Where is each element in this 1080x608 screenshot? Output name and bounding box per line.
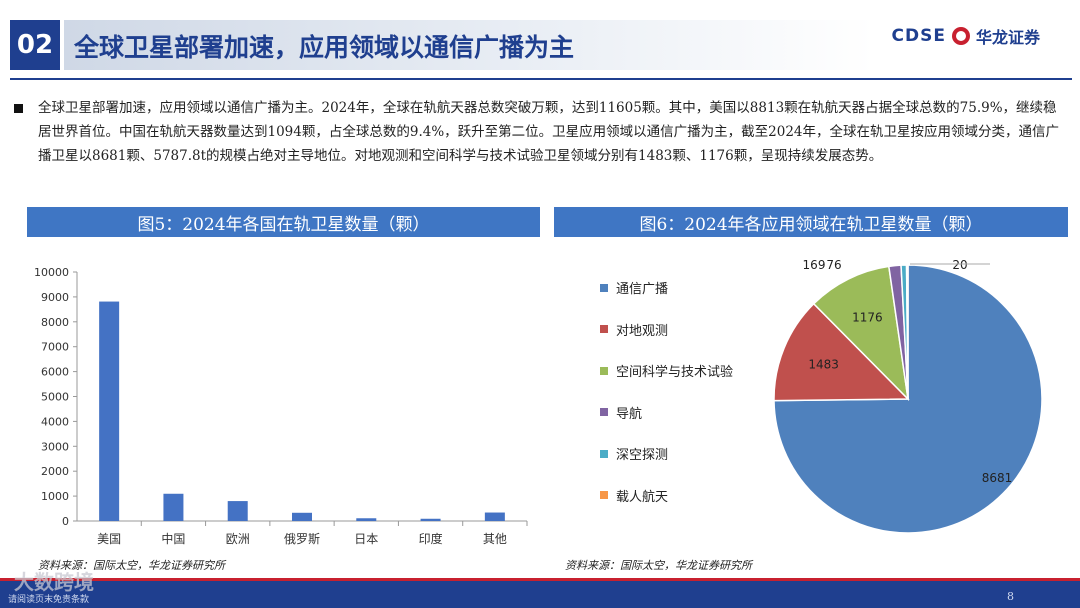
pie-data-label: 20 — [952, 258, 967, 272]
header-divider — [10, 78, 1072, 80]
logo-en-text: CDSE — [891, 26, 946, 46]
footer-disclaimer: 请阅读页末免责条款 — [8, 595, 90, 605]
pie-data-label: 1483 — [808, 357, 839, 371]
y-tick-label: 0 — [62, 515, 69, 528]
company-logo: CDSE 华龙证券 — [892, 24, 1040, 48]
footer-accent-line — [0, 578, 1080, 581]
section-number: 02 — [10, 20, 60, 70]
legend-item: 通信广播 — [600, 278, 668, 297]
pie-data-label: 76 — [826, 258, 841, 272]
y-tick-label: 6000 — [41, 366, 69, 379]
logo-cn-text: 华龙证券 — [975, 28, 1040, 47]
watermark: 大数跨境 — [14, 570, 94, 594]
bar-6 — [484, 512, 505, 521]
y-tick-label: 8000 — [41, 316, 69, 329]
figure6-title: 图6：2024年各应用领域在轨卫星数量（颗） — [554, 207, 1068, 237]
x-tick-label: 美国 — [97, 532, 121, 546]
pie-slice-1 — [773, 302, 910, 402]
y-tick-label: 1000 — [41, 490, 69, 503]
title-bar — [64, 20, 874, 70]
legend-swatch — [600, 491, 608, 499]
legend-swatch — [600, 366, 608, 375]
bar-chart: 0 1000 2000 3000 4000 5000 6000 7000 8000 9000 100… — [34, 266, 528, 546]
bar-0 — [99, 301, 120, 521]
legend-label: 空间科学与技术试验 — [616, 365, 734, 380]
legend-swatch — [600, 325, 608, 333]
legend-swatch — [600, 283, 608, 292]
x-tick-label: 欧洲 — [226, 532, 250, 546]
y-tick-label: 4000 — [41, 415, 69, 428]
bar-2 — [227, 501, 248, 521]
legend-label: 深空探测 — [616, 448, 669, 463]
bar-5 — [420, 518, 441, 521]
legend-label: 对地观测 — [616, 323, 669, 339]
pie-data-label: 8681 — [982, 471, 1013, 485]
legend-item: 空间科学与技术试验 — [600, 361, 733, 380]
legend-item: 深空探测 — [600, 444, 668, 463]
bar-1 — [163, 493, 184, 521]
figure6-source: 资料来源：国际太空，华龙证券研究所 — [565, 559, 752, 572]
legend-item: 导航 — [600, 403, 642, 422]
slide-header: 02 全球卫星部署加速，应用领域以通信广播为主 CDSE 华龙证券 — [0, 0, 1080, 80]
x-tick-label: 其他 — [483, 532, 507, 546]
pie-chart: 8681 1483 1176 169 76 20 — [773, 258, 1043, 534]
legend-label: 通信广播 — [616, 282, 669, 297]
pie-data-label: 1176 — [852, 310, 883, 324]
pie-data-label: 169 — [803, 258, 826, 272]
y-tick-label: 3000 — [41, 440, 69, 453]
figure5-source: 资料来源：国际太空，华龙证券研究所 — [38, 559, 225, 572]
bar-3 — [292, 512, 312, 521]
pie-slice-2 — [812, 265, 910, 402]
pie-slice-5 — [905, 264, 909, 400]
legend-swatch — [600, 449, 608, 458]
legend-label: 导航 — [616, 406, 643, 422]
x-tick-label: 印度 — [419, 531, 443, 546]
x-tick-label: 俄罗斯 — [284, 532, 320, 546]
page-title: 全球卫星部署加速，应用领域以通信广播为主 — [74, 33, 575, 62]
y-tick-label: 2000 — [41, 465, 69, 478]
legend-label: 载人航天 — [616, 489, 669, 505]
y-tick-label: 9000 — [41, 291, 69, 304]
y-tick-label: 10000 — [34, 266, 69, 279]
x-tick-label: 中国 — [161, 531, 185, 546]
logo-mark-icon — [951, 27, 970, 45]
y-tick-label: 5000 — [41, 391, 69, 404]
legend-item: 载人航天 — [600, 486, 668, 505]
footer-bar — [0, 578, 1080, 608]
legend-item: 对地观测 — [600, 320, 668, 339]
y-tick-label: 7000 — [41, 341, 69, 354]
summary-paragraph: 全球卫星部署加速，应用领域以通信广播为主。2024年，全球在轨航天器总数突破万颗… — [38, 100, 1060, 164]
x-tick-label: 日本 — [354, 532, 378, 546]
bullet-square-icon — [14, 104, 23, 113]
figure5-title: 图5：2024年各国在轨卫星数量（颗） — [27, 207, 540, 237]
legend-swatch — [600, 408, 608, 416]
page-number: 8 — [1007, 590, 1014, 603]
bar-4 — [356, 518, 377, 521]
